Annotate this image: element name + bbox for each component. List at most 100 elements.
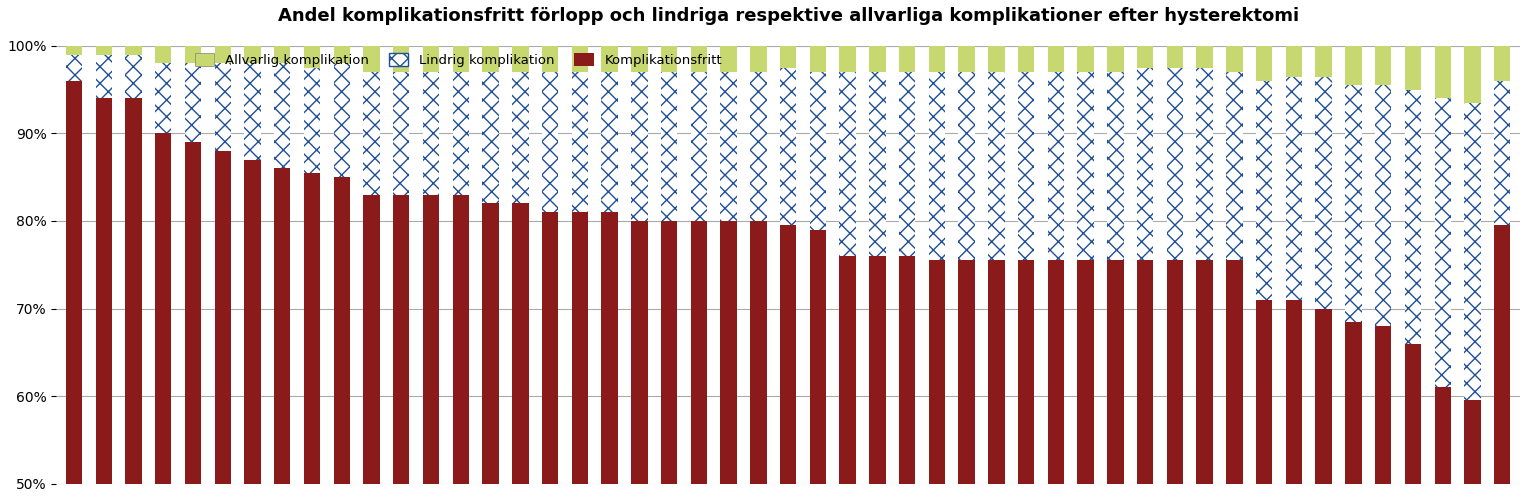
Bar [215,46,231,63]
Bar [244,160,261,499]
Bar [1167,46,1183,68]
Legend: Allvarlig komplikation, Lindrig komplikation, Komplikationsfritt: Allvarlig komplikation, Lindrig komplika… [194,52,722,67]
Bar [1257,46,1272,81]
Bar [1493,46,1510,81]
Bar [1493,81,1510,226]
Bar [1257,81,1272,300]
Bar [750,72,767,221]
Bar [1078,260,1093,499]
Bar [750,46,767,72]
Bar [780,46,796,68]
Bar [66,46,82,55]
Bar [809,230,826,499]
Bar [631,72,647,221]
Bar [1405,90,1422,343]
Bar [840,72,855,256]
Bar [602,46,618,72]
Bar [1345,85,1362,322]
Bar [1374,326,1391,499]
Bar [1078,46,1093,72]
Bar [690,72,707,221]
Bar [661,72,678,221]
Bar [423,72,440,195]
Bar [304,46,321,68]
Bar [185,46,202,63]
Bar [542,72,559,212]
Bar [512,204,528,499]
Bar [483,72,499,204]
Bar [1315,76,1332,308]
Bar [156,63,171,133]
Bar [333,63,350,177]
Bar [988,72,1005,260]
Title: Andel komplikationsfritt förlopp och lindriga respektive allvarliga komplikation: Andel komplikationsfritt förlopp och lin… [278,7,1298,25]
Bar [185,142,202,499]
Bar [959,72,974,260]
Bar [1405,46,1422,90]
Bar [96,55,111,98]
Bar [452,195,469,499]
Bar [244,63,261,160]
Bar [363,72,380,195]
Bar [1167,68,1183,260]
Bar [1434,46,1451,98]
Bar [452,72,469,195]
Bar [1315,308,1332,499]
Bar [392,46,409,72]
Bar [1078,72,1093,260]
Bar [809,72,826,230]
Bar [721,46,738,72]
Bar [452,46,469,72]
Bar [1167,260,1183,499]
Bar [244,46,261,63]
Bar [156,133,171,499]
Bar [66,81,82,499]
Bar [928,260,945,499]
Bar [275,46,290,63]
Bar [690,221,707,499]
Bar [1197,260,1212,499]
Bar [96,46,111,55]
Bar [1107,72,1124,260]
Bar [1019,260,1034,499]
Bar [809,46,826,72]
Bar [661,46,678,72]
Bar [1048,72,1064,260]
Bar [840,256,855,499]
Bar [780,68,796,226]
Bar [721,72,738,221]
Bar [185,63,202,142]
Bar [928,72,945,260]
Bar [1464,400,1481,499]
Bar [1197,46,1212,68]
Bar [661,221,678,499]
Bar [928,46,945,72]
Bar [392,195,409,499]
Bar [542,46,559,72]
Bar [899,256,915,499]
Bar [275,169,290,499]
Bar [483,204,499,499]
Bar [392,72,409,195]
Bar [1019,46,1034,72]
Bar [1226,72,1243,260]
Bar [1138,68,1153,260]
Bar [899,46,915,72]
Bar [1374,46,1391,85]
Bar [275,63,290,169]
Bar [215,151,231,499]
Bar [988,46,1005,72]
Bar [1019,72,1034,260]
Bar [869,72,886,256]
Bar [215,63,231,151]
Bar [1315,46,1332,76]
Bar [602,72,618,212]
Bar [869,256,886,499]
Bar [333,46,350,63]
Bar [333,177,350,499]
Bar [125,46,142,55]
Bar [156,46,171,63]
Bar [542,212,559,499]
Bar [631,46,647,72]
Bar [1286,76,1303,300]
